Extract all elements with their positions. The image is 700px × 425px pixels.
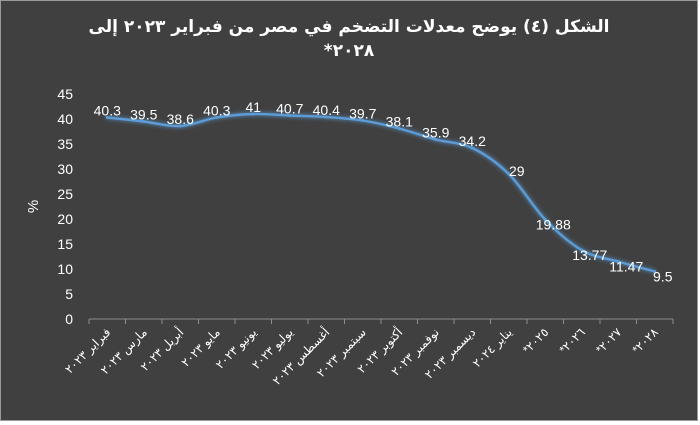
data-label: 41 <box>245 99 261 115</box>
data-label: 29 <box>509 163 525 179</box>
data-point <box>653 270 657 273</box>
series-line <box>106 112 656 273</box>
data-point <box>397 127 401 130</box>
y-tick-label: 30 <box>57 161 73 177</box>
x-tick-label: *٢٠٢٧ <box>593 325 625 357</box>
data-label: 40.7 <box>276 101 303 117</box>
data-labels: 40.3 39.5 38.6 40.3 41 40.7 40.4 39.7 38.1 35.9 34… <box>94 99 673 285</box>
data-point <box>580 248 584 252</box>
data-label: 38.6 <box>167 111 194 127</box>
data-point <box>543 218 547 222</box>
chart-title: الشكل (٤) يوضح معدلات التضخم في مصر من ف… <box>88 17 610 61</box>
data-label: 39.7 <box>349 106 376 122</box>
x-tick-label: يناير ٢٠٢٤ <box>470 325 515 370</box>
y-tick-label: 25 <box>57 186 73 202</box>
y-tick-label: 5 <box>65 286 73 302</box>
data-label: 35.9 <box>422 125 449 141</box>
data-label: 38.1 <box>386 114 413 130</box>
data-label: 40.3 <box>203 103 230 119</box>
data-point <box>142 120 146 123</box>
data-point <box>105 116 109 119</box>
data-label: 11.47 <box>609 259 643 275</box>
y-tick-label: 10 <box>57 261 73 277</box>
data-point <box>470 146 474 150</box>
y-tick-label: 40 <box>57 111 73 127</box>
data-point <box>616 260 620 264</box>
y-tick-label: 20 <box>57 211 73 227</box>
data-label: 40.3 <box>94 103 121 119</box>
data-point <box>324 115 328 119</box>
data-point <box>507 172 511 176</box>
y-tick-label: 35 <box>57 136 73 152</box>
data-point <box>434 138 438 141</box>
data-point <box>288 114 292 117</box>
data-label: 13.77 <box>572 247 607 263</box>
data-label: 40.4 <box>313 102 340 118</box>
data-point <box>215 116 219 119</box>
data-label: 19.88 <box>536 217 571 233</box>
data-label: 39.5 <box>130 107 157 123</box>
x-tick-label: *٢٠٢٥ <box>520 325 551 356</box>
data-label: 9.5 <box>653 269 673 285</box>
series-line-group <box>105 112 657 273</box>
x-tick-label: *٢٠٢٦ <box>556 325 587 356</box>
y-tick-label: 45 <box>57 86 73 102</box>
data-label: 34.2 <box>459 133 486 149</box>
x-tick-label: *٢٠٢٨ <box>629 325 661 357</box>
y-tick-label: 0 <box>65 311 73 327</box>
y-axis-label: % <box>25 200 42 213</box>
data-point <box>251 112 255 116</box>
data-point <box>361 119 365 122</box>
data-point <box>178 124 182 128</box>
y-tick-label: 15 <box>57 236 73 252</box>
